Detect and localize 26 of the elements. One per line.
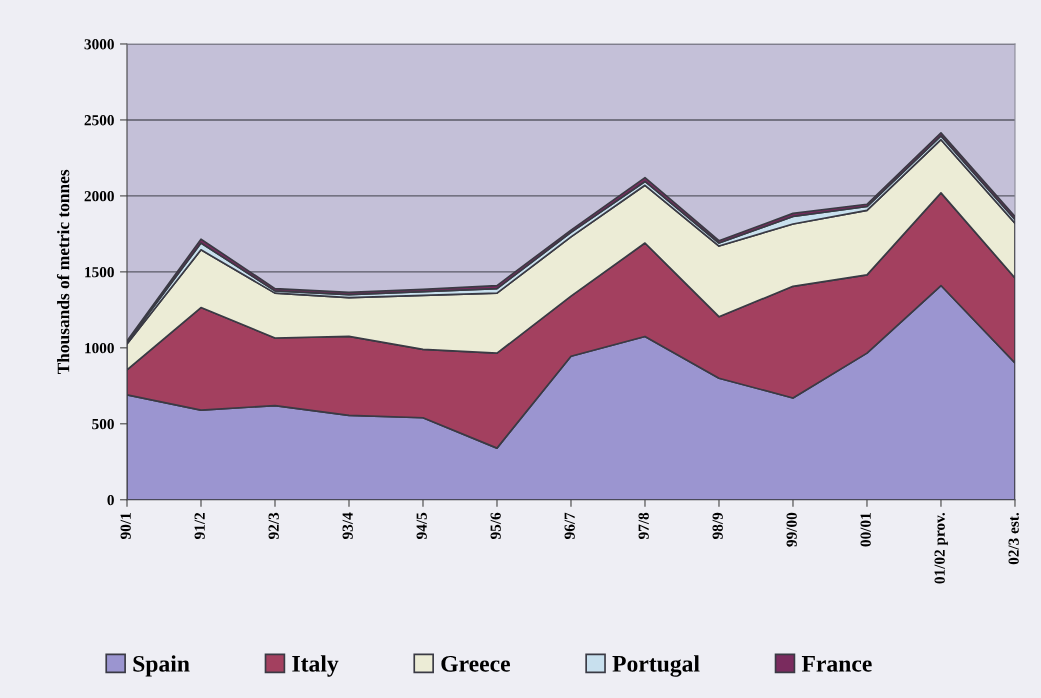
- y-tick-label: 3000: [84, 39, 114, 50]
- legend-label: Spain: [133, 655, 190, 677]
- x-tick-label: 91/2: [194, 512, 205, 540]
- y-tick-label: 0: [107, 494, 114, 506]
- x-tick-label: 95/6: [490, 512, 501, 540]
- x-tick-label: 00/01: [860, 513, 871, 547]
- x-tick-label: 99/00: [786, 512, 797, 547]
- x-tick-label: 02/3 est.: [1008, 512, 1019, 565]
- x-tick-label: 93/4: [342, 512, 353, 540]
- y-tick-label: 1000: [85, 342, 114, 354]
- y-axis-title: Thousands of metric tonnes: [56, 169, 70, 375]
- y-tick-label: 500: [92, 418, 114, 430]
- x-tick-label: 97/8: [638, 512, 649, 540]
- x-tick-label: 01/02 prov.: [934, 512, 948, 584]
- y-tick-label: 2000: [84, 191, 114, 202]
- y-tick-label: 1500: [85, 267, 114, 278]
- x-tick-label: 92/3: [268, 512, 279, 540]
- y-tick-label: 2500: [84, 115, 114, 126]
- legend-label: Italy: [292, 655, 339, 677]
- legend-label: France: [801, 656, 872, 672]
- x-tick-label: 90/1: [120, 513, 131, 540]
- x-tick-label: 96/7: [564, 512, 575, 540]
- legend-label: Greece: [441, 655, 510, 672]
- legend-label: Portugal: [612, 655, 700, 677]
- x-tick-label: 98/9: [712, 512, 723, 540]
- x-tick-label: 94/5: [416, 512, 427, 540]
